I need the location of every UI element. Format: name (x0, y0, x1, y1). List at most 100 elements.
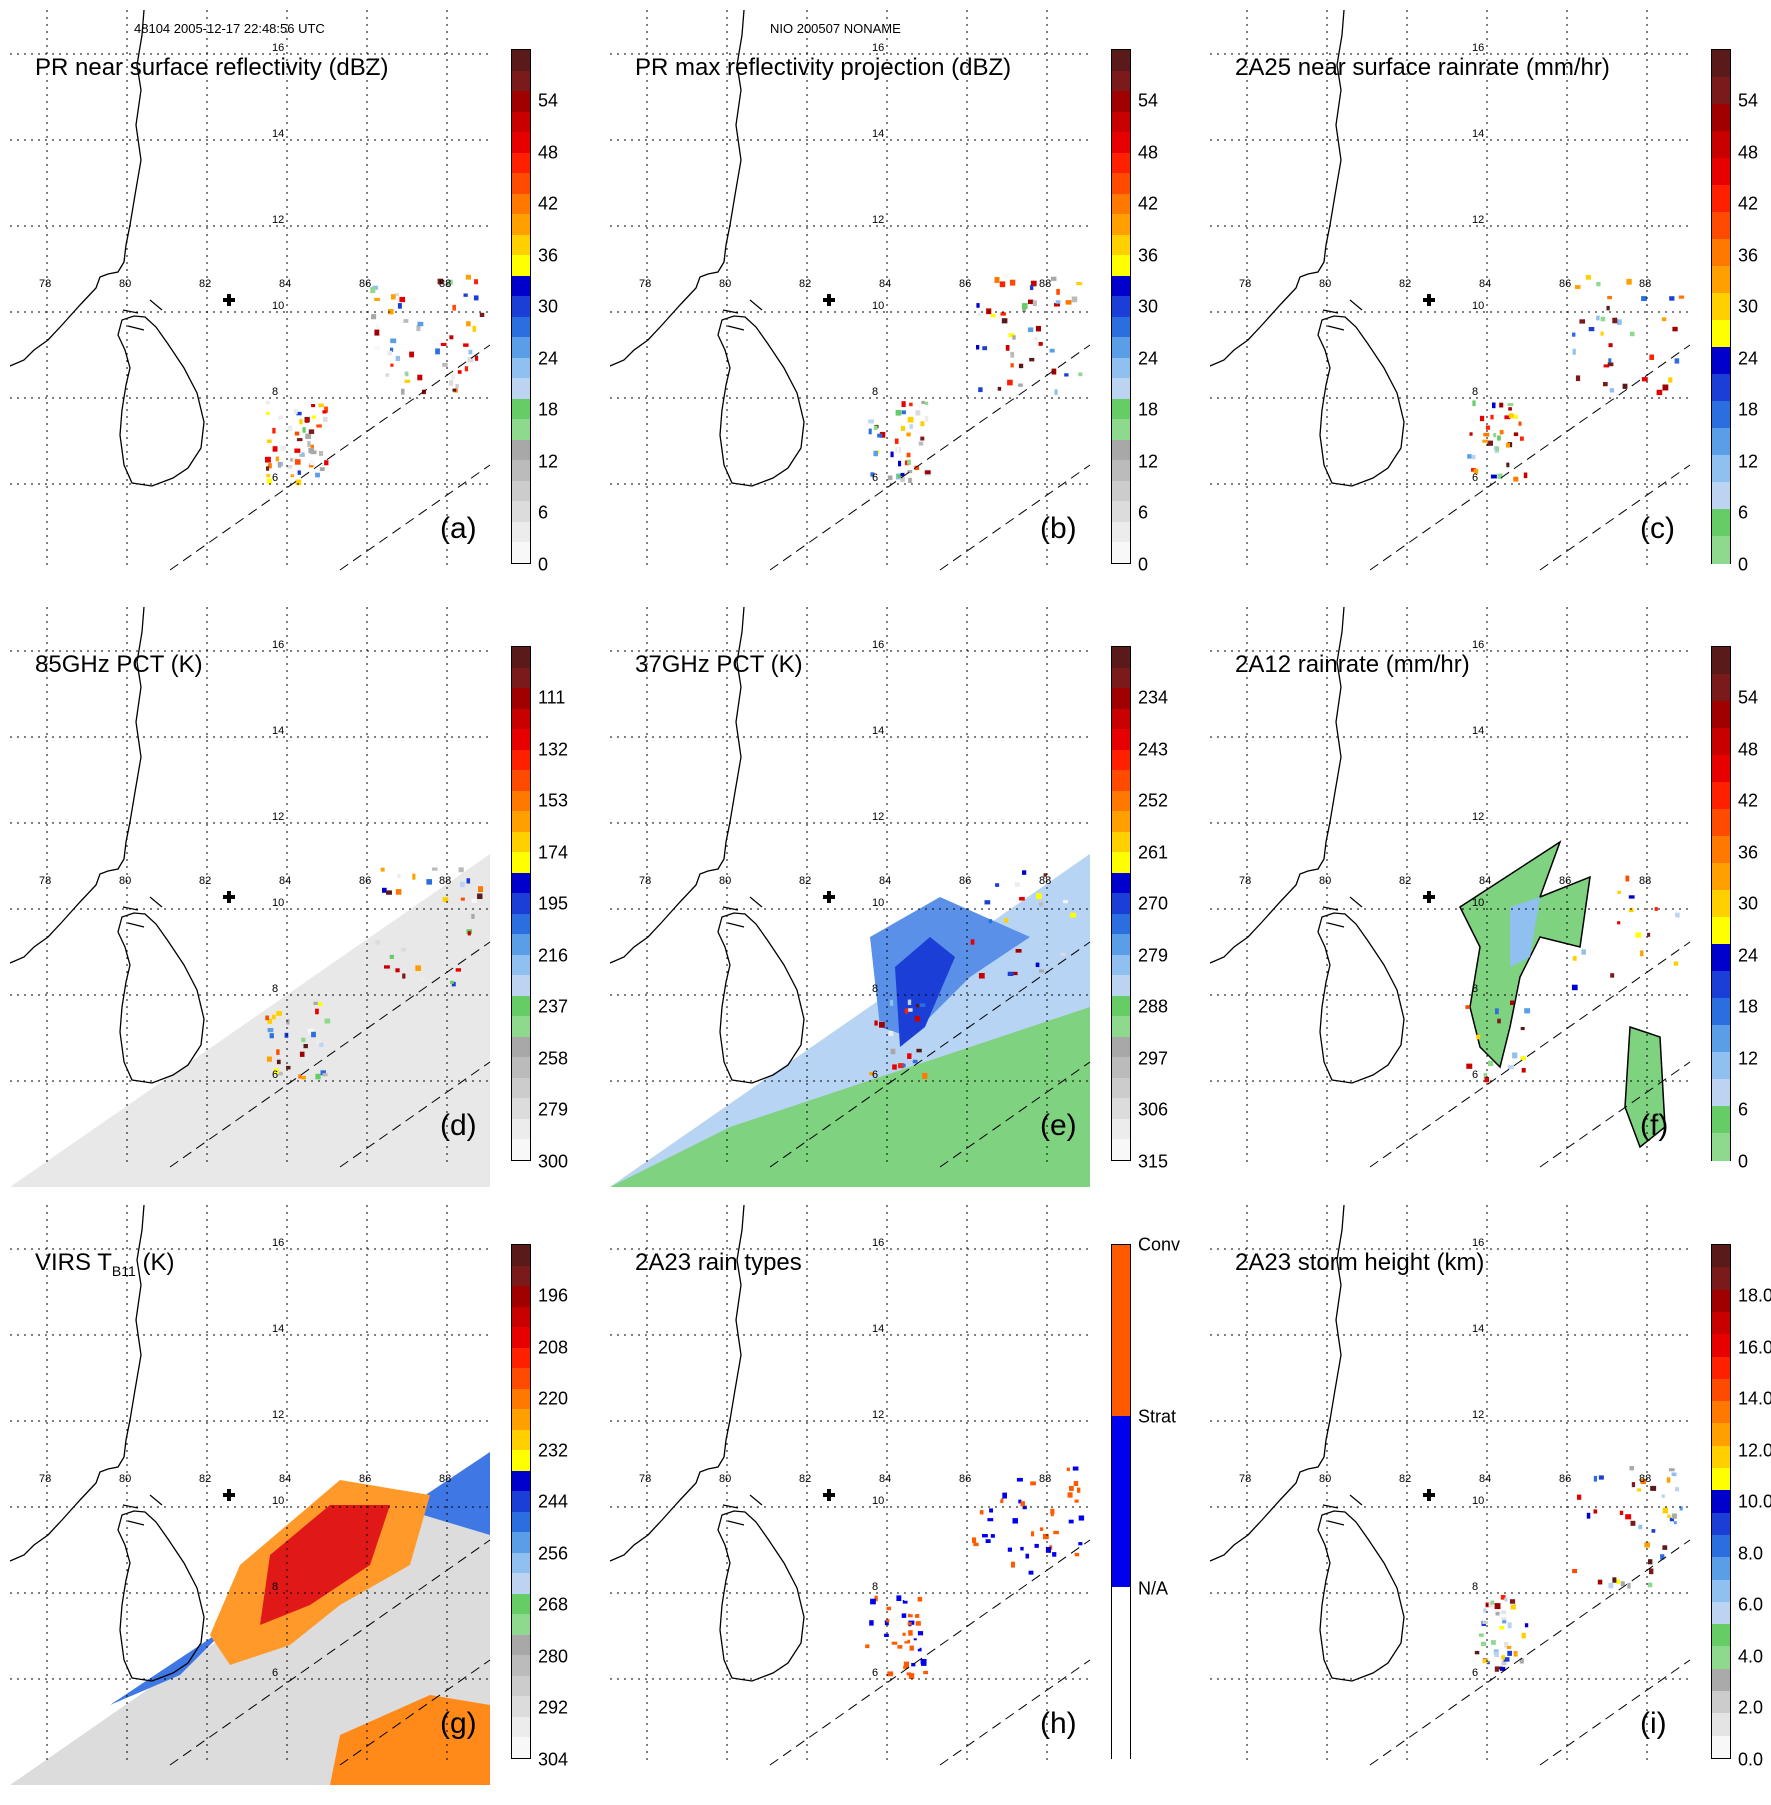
echo-pixel (879, 1639, 884, 1644)
echo-pixel (1051, 1498, 1057, 1503)
colorbar (1711, 1244, 1731, 1759)
echo-pixel (303, 1044, 308, 1049)
echo-pixel (970, 939, 975, 945)
echo-pixel (1608, 343, 1613, 348)
colorbar-segment (512, 91, 530, 113)
echo-pixel (908, 1673, 915, 1679)
lat-label: 14 (1472, 128, 1485, 140)
colorbar-tick-label: 304 (538, 1749, 569, 1769)
colorbar-tick-label: 300 (538, 1151, 569, 1171)
echo-pixel (1497, 435, 1501, 441)
lon-label: 82 (799, 1473, 812, 1485)
island-coast (122, 309, 139, 314)
lon-label: 78 (639, 1473, 652, 1485)
colorbar-segment (1112, 1139, 1130, 1161)
echo-pixel (420, 976, 425, 982)
echo-pixel (882, 1606, 887, 1610)
echo-pixel (442, 897, 449, 903)
colorbar-segment (1712, 131, 1730, 159)
echo-pixel (1520, 1056, 1526, 1061)
echo-pixel (1506, 1645, 1512, 1649)
panel-title: 2A23 rain types (635, 1249, 802, 1276)
lat-label: 6 (1472, 1069, 1479, 1081)
echo-pixel (417, 374, 423, 381)
island-coast (727, 1520, 745, 1526)
echo-pixel (401, 388, 405, 395)
island-coast (722, 906, 739, 911)
echo-pixel (442, 362, 448, 367)
echo-pixel (1524, 1008, 1531, 1014)
lon-label: 86 (1559, 1473, 1572, 1485)
echo-pixel (1492, 402, 1496, 409)
echo-pixel (1619, 1510, 1624, 1516)
echo-pixel (1585, 275, 1591, 280)
lat-label: 14 (272, 725, 285, 737)
echo-pixel (271, 1014, 276, 1020)
echo-pixel (995, 883, 1000, 887)
colorbar-segment (512, 1429, 530, 1451)
echo-pixel (1608, 1582, 1614, 1589)
echo-pixel (1671, 1472, 1677, 1477)
echo-pixel (1004, 918, 1009, 923)
colorbar-segment (512, 111, 530, 133)
echo-pixel (467, 931, 471, 936)
island-coast (122, 906, 139, 911)
echo-pixel (868, 1660, 874, 1664)
echo-pixel (887, 1671, 894, 1677)
lon-label: 80 (119, 875, 132, 887)
echo-pixel (374, 329, 380, 336)
echo-pixel (910, 1608, 916, 1615)
echo-pixel (1030, 1481, 1036, 1486)
lon-label: 88 (1639, 1473, 1652, 1485)
india-coastline (1209, 9, 1345, 367)
colorbar-segment (512, 501, 530, 523)
echo-pixel (999, 281, 1006, 288)
echo-pixel (873, 425, 878, 431)
echo-pixel (973, 1542, 979, 1547)
island-coast (122, 1504, 139, 1509)
echo-pixel (1076, 282, 1083, 286)
echo-pixel (1572, 1569, 1578, 1574)
echo-pixel (322, 410, 327, 414)
echo-pixel (471, 899, 477, 903)
island-coast (1322, 309, 1339, 314)
echo-pixel (374, 297, 380, 301)
echo-pixel (1640, 1478, 1646, 1485)
lat-label: 12 (272, 811, 285, 823)
map-svg (1209, 9, 1691, 571)
colorbar-segment (1712, 701, 1730, 729)
echo-pixel (877, 433, 883, 438)
lat-label: 6 (872, 1667, 879, 1679)
colorbar-segment (512, 1450, 530, 1472)
echo-pixel (970, 1530, 974, 1534)
sri-lanka-coastline (117, 912, 205, 1084)
map-svg (9, 606, 491, 1187)
colorbar-segment (512, 667, 530, 689)
echo-pixel (984, 900, 991, 905)
echo-pixel (301, 1075, 306, 1080)
island-coast (127, 325, 145, 331)
echo-pixel (458, 867, 464, 873)
colorbar-segment (512, 419, 530, 441)
echo-pixel (294, 431, 300, 436)
colorbar-segment (512, 1098, 530, 1120)
echo-pixel (455, 384, 459, 389)
colorbar-tick-label: 306 (1138, 1099, 1169, 1120)
echo-pixel (902, 1063, 906, 1068)
lat-label: 14 (272, 128, 285, 140)
echo-pixel (978, 387, 983, 393)
echo-pixel (1672, 326, 1678, 332)
colorbar-segment (1712, 917, 1730, 945)
colorbar (511, 1244, 531, 1759)
lon-label: 88 (439, 278, 452, 290)
echo-pixel (879, 1622, 885, 1628)
lat-label: 12 (872, 214, 885, 226)
colorbar-segment (1712, 755, 1730, 783)
lat-label: 8 (272, 386, 279, 398)
echo-pixel (874, 1642, 879, 1647)
echo-pixel (991, 1511, 995, 1517)
cloud-shield-cold (260, 1505, 390, 1625)
colorbar (511, 49, 531, 564)
colorbar-tick-label: 268 (538, 1594, 569, 1615)
echo-pixel (460, 881, 465, 888)
